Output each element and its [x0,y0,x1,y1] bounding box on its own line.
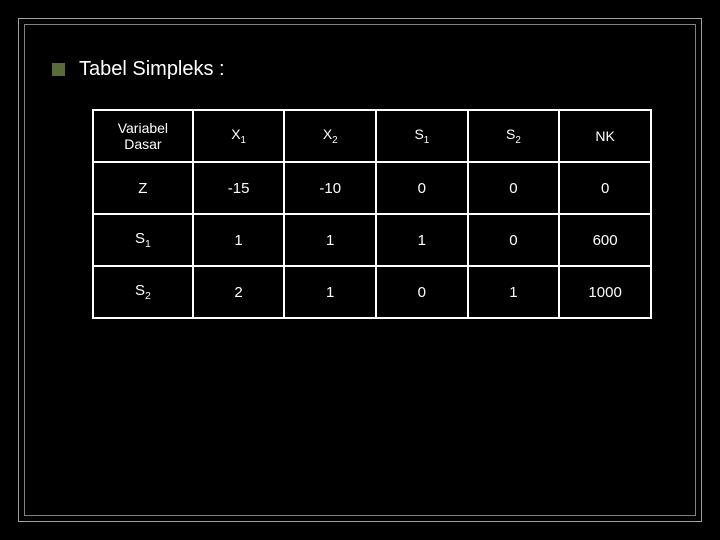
table-cell: 2 [193,266,285,318]
table-cell: 1 [376,214,468,266]
bullet-icon [52,63,65,76]
col-header-s1: S1 [376,110,468,162]
row-basis: S2 [93,266,193,318]
table-cell: 1 [284,214,376,266]
table-row: S1 1 1 1 0 600 [93,214,651,266]
simplex-table: VariabelDasar X1 X2 S1 S2 NK Z -15 -10 0… [92,109,652,319]
table-row: S2 2 1 0 1 1000 [93,266,651,318]
table-cell: -10 [284,162,376,214]
slide-content: Tabel Simpleks : VariabelDasar X1 X2 S1 … [52,58,668,319]
table-cell: 1 [284,266,376,318]
col-header-x2: X2 [284,110,376,162]
table-cell: 1 [468,266,560,318]
slide-title: Tabel Simpleks : [79,58,225,81]
table-cell: 0 [468,162,560,214]
row-basis: S1 [93,214,193,266]
table-cell: 0 [559,162,651,214]
table-cell: 0 [376,162,468,214]
table-row: Z -15 -10 0 0 0 [93,162,651,214]
col-header-nk: NK [559,110,651,162]
table-cell: 0 [376,266,468,318]
table-cell: 600 [559,214,651,266]
col-header-basis: VariabelDasar [93,110,193,162]
col-header-s2: S2 [468,110,560,162]
table-cell: 1 [193,214,285,266]
row-basis: Z [93,162,193,214]
col-header-x1: X1 [193,110,285,162]
title-row: Tabel Simpleks : [52,58,668,81]
table-cell: 0 [468,214,560,266]
table-container: VariabelDasar X1 X2 S1 S2 NK Z -15 -10 0… [92,109,668,319]
table-header-row: VariabelDasar X1 X2 S1 S2 NK [93,110,651,162]
table-cell: -15 [193,162,285,214]
table-cell: 1000 [559,266,651,318]
